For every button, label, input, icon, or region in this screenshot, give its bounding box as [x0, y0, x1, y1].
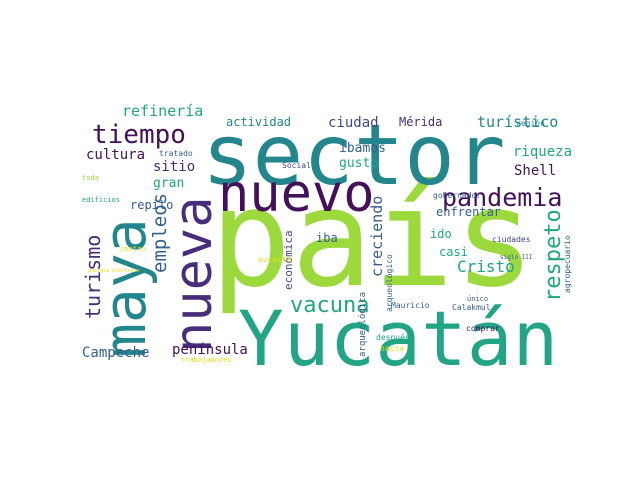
word-centro: centro — [120, 245, 146, 253]
word-sector: sector — [202, 106, 506, 204]
word-hacia: hacia — [380, 344, 405, 353]
word-cloud: país sector Yucatán maya nuevo nueva pan… — [80, 103, 576, 379]
word-despues: después — [376, 333, 410, 342]
word-campeche: Campeche — [82, 345, 150, 361]
word-sureste: sureste — [258, 255, 292, 264]
word-gobernador: gobernador — [433, 191, 482, 200]
word-energia: energía eléctrica — [88, 268, 140, 274]
word-enfrentar: enfrentar — [436, 205, 502, 219]
word-ido: ido — [430, 227, 452, 241]
word-sitio: sitio — [153, 159, 196, 175]
word-ibamos: íbamos — [339, 141, 386, 156]
word-pandemia: pandemia — [442, 183, 563, 212]
word-gran: gran — [153, 176, 185, 191]
word-comprar: comprar — [466, 324, 500, 333]
word-yucatan: Yucatán — [238, 294, 559, 379]
word-refineria: refinería — [122, 103, 204, 120]
word-agropecuario: agropecuario — [563, 235, 572, 293]
word-region: región — [516, 119, 545, 128]
word-turistico: turístico — [477, 113, 559, 131]
word-cultura: cultura — [86, 147, 146, 163]
word-creciendo: creciendo — [368, 195, 386, 277]
word-calakmul: Calakmul — [452, 303, 491, 312]
word-siglo: siglo III — [500, 254, 533, 261]
word-toda: toda — [82, 174, 99, 182]
word-unico: único — [467, 295, 489, 303]
word-merida: Mérida — [399, 115, 443, 129]
word-casi: casi — [439, 245, 468, 259]
word-iba: iba — [316, 231, 338, 245]
word-social: Social — [282, 161, 311, 170]
word-peninsula: península — [172, 342, 248, 358]
word-shell: Shell — [514, 163, 557, 179]
word-vacuna: vacuna — [290, 293, 370, 318]
word-mauricio: Mauricio — [391, 301, 430, 310]
word-trabajadores: trabajadores — [181, 356, 232, 364]
word-arqueologica: arqueológica — [358, 291, 368, 357]
word-riqueza: riqueza — [513, 144, 573, 160]
word-respeto: respeto — [541, 209, 566, 302]
word-edificios: edificios — [82, 196, 120, 204]
word-tratado: tratado — [159, 149, 193, 158]
word-ciudad: ciudad — [328, 115, 379, 131]
word-nueva: nueva — [164, 196, 224, 353]
word-ciudades: ciudades — [492, 235, 531, 244]
word-tiempo: tiempo — [92, 120, 186, 150]
word-actividad: actividad — [226, 115, 292, 129]
word-cristo: Cristo — [457, 257, 515, 276]
word-turismo: turismo — [81, 234, 105, 319]
word-pais: país — [210, 160, 536, 317]
word-gusto: gusto — [339, 156, 379, 171]
word-repito: repito — [130, 198, 174, 212]
word-nuevo: nuevo — [218, 164, 375, 224]
